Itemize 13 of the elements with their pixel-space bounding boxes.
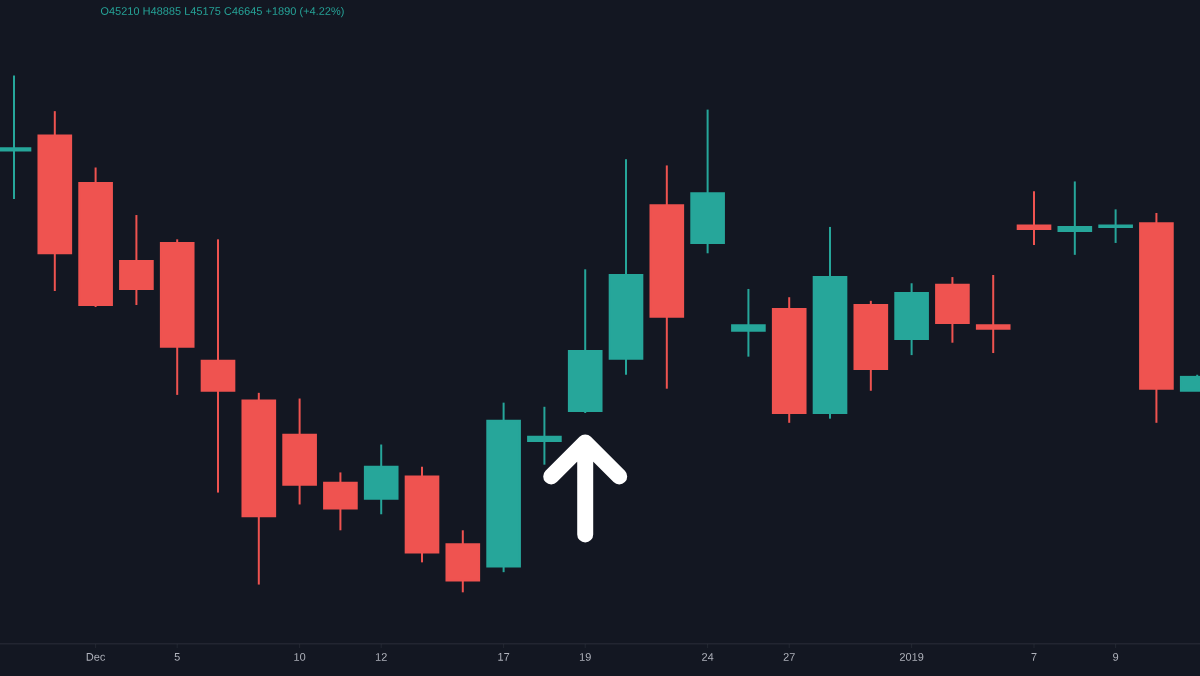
candlestick xyxy=(200,238,236,494)
candlestick xyxy=(323,471,358,532)
candlestick xyxy=(527,405,562,466)
candlestick xyxy=(1098,208,1133,244)
candlestick xyxy=(445,529,481,594)
candlestick xyxy=(731,287,766,358)
candlestick xyxy=(1057,180,1093,256)
candlestick xyxy=(363,443,399,516)
candlestick xyxy=(1016,190,1052,247)
candlestick xyxy=(935,276,970,344)
candlestick xyxy=(894,282,929,357)
candlestick xyxy=(975,273,1011,355)
candlestick xyxy=(119,214,154,306)
